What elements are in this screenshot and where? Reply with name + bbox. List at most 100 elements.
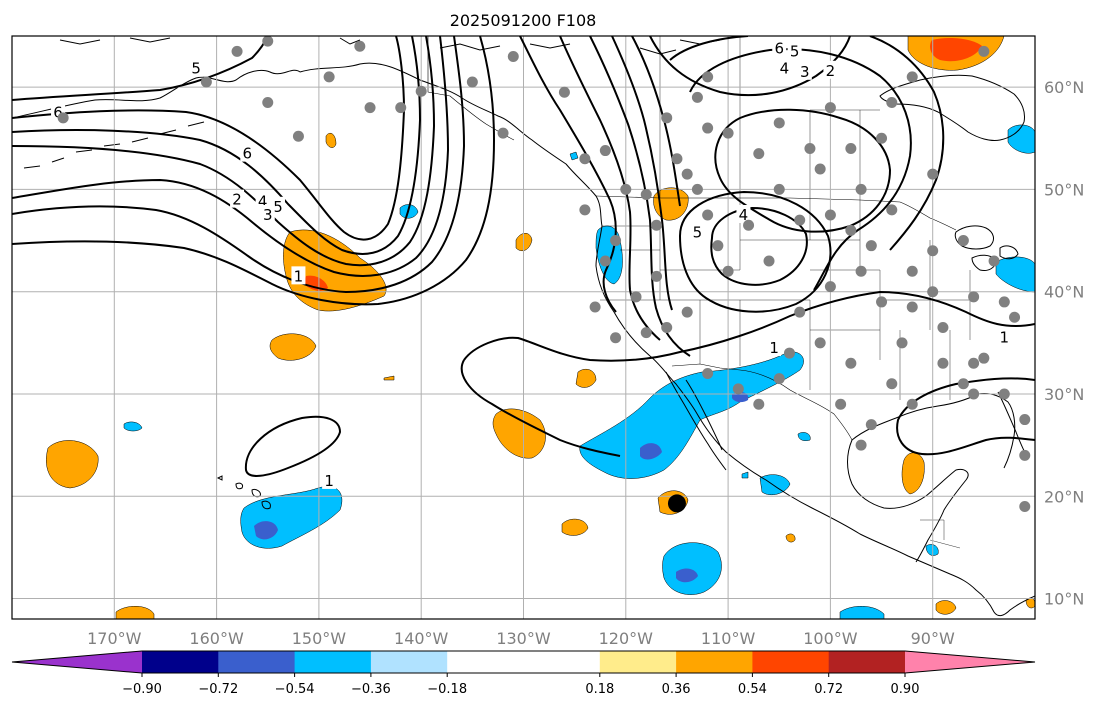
station-point [783,347,795,359]
contour-line [669,36,945,251]
longitude-tick-label: 90°W [911,629,955,648]
station-point [906,265,918,277]
station-point [794,214,806,226]
station-point [415,85,427,97]
map-title: 2025091200 F108 [450,11,597,30]
longitude-tick-label: 110°W [701,629,756,648]
contour-label: 5 [790,42,800,60]
latitude-tick-label: 50°N [1044,180,1084,199]
station-point [640,189,652,201]
station-point [876,132,888,144]
station-point [824,281,836,293]
contour-line [12,36,466,294]
negative-anomaly-area [569,151,579,161]
contour-label-background [240,143,255,162]
station-point [722,265,734,277]
colorbar-tick-label: 0.54 [738,682,767,697]
strong-positive-anomaly-area [930,38,982,62]
station-point [743,219,755,231]
contour-label: 1 [769,339,779,357]
station-point [855,439,867,451]
contour-label-background [797,61,812,80]
contour-label-background [767,337,782,356]
map-frame [11,35,1036,620]
station-point [968,291,980,303]
station-point [1009,311,1021,323]
great-lakes-coast [954,225,1019,271]
station-point [671,153,683,165]
latitude-tick-label: 60°N [1044,78,1084,97]
station-point [835,398,847,410]
station-point [507,50,519,62]
latitude-tick-label: 20°N [1044,487,1084,506]
colorbar-segment [828,651,906,673]
colorbar-segment [294,651,372,673]
station-point [968,357,980,369]
latitude-tick-label: 30°N [1044,385,1084,404]
colorbar-segment [142,651,219,673]
station-point [957,235,969,247]
longitude-tick-label: 140°W [394,629,449,648]
station-point [620,183,632,195]
station-point [865,240,877,252]
colorbar-under-extension [12,651,142,673]
colorbar-tick-label: −0.18 [427,682,467,697]
longitude-tick-label: 100°W [803,629,858,648]
station-point [886,96,898,108]
station-observations [57,35,1031,512]
contour-label-background [322,470,337,489]
station-point [640,327,652,339]
contour-label: 1 [324,472,334,490]
longitude-tick-label: 150°W [292,629,347,648]
colorbar-tick-label: 0.72 [814,682,843,697]
longitude-tick-label: 130°W [496,629,551,648]
contour-label: 1 [1000,329,1010,347]
station-point [722,127,734,139]
positive-anomaly-area [383,375,395,381]
longitude-tick-label: 160°W [189,629,244,648]
colorbar-segment [752,651,830,673]
colorbar-tick-label: −0.72 [198,682,238,697]
positive-anomaly-area [115,606,155,619]
station-point [988,255,1000,267]
north-america-coastline [12,62,1035,617]
contour-label-background [690,222,705,241]
station-point [354,40,366,52]
strong-negative-anomaly-area [676,568,698,583]
negative-anomaly-area [759,474,791,495]
contour-line [589,36,691,357]
station-point [978,352,990,364]
graticule [12,36,1035,619]
station-point [231,45,243,57]
station-point [681,168,693,180]
contour-label: 5 [191,60,201,78]
station-point [702,71,714,83]
colorbar-over-extension [905,651,1035,673]
contour-label-background [772,38,787,57]
station-point [1019,449,1031,461]
contour-label: 6 [53,104,63,122]
contour-label: 5 [273,198,283,216]
positive-anomaly-area [561,518,589,536]
colorbar-tick-label: −0.54 [275,682,315,697]
station-point [691,91,703,103]
colorbar-segment [599,651,677,673]
central-america-borders [920,519,961,549]
station-point [200,76,212,88]
canadian-arctic-coast [59,37,721,55]
station-point [824,209,836,221]
contour-label: 3 [800,63,810,81]
longitude-tick-label: 120°W [599,629,654,648]
contour-label: 2 [826,62,836,80]
contour-line [12,36,406,241]
station-point [558,86,570,98]
station-point [855,183,867,195]
contour-label-background [260,204,275,223]
baja-california-coast [665,371,727,471]
colorbar-segment [218,651,296,673]
contour-line [463,290,1035,362]
station-point [876,296,888,308]
station-point [978,45,990,57]
height-contours [12,36,1035,477]
